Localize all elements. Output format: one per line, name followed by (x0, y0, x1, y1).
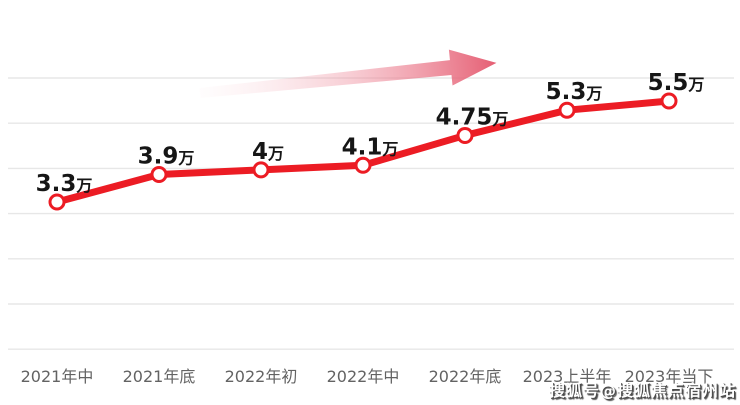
x-axis-label: 2022年初 (225, 367, 298, 386)
data-point-marker (456, 126, 474, 144)
x-axis-label: 2022年底 (429, 367, 502, 386)
trend-arrow (199, 49, 497, 98)
gridlines (8, 77, 734, 350)
x-axis-label: 2023上半年 (523, 367, 612, 386)
data-point-marker (354, 156, 372, 174)
x-axis-label: 2021年底 (123, 367, 196, 386)
data-point-marker (48, 193, 66, 211)
data-point-label: 4.75万 (436, 104, 509, 130)
data-point-marker (558, 101, 576, 119)
data-point-marker (252, 161, 270, 179)
point-labels: 3.3万 3.9万 4万 4.1万 4.75万 5.3万 5.5万 (36, 70, 705, 197)
line-series (48, 92, 678, 211)
data-point-label: 4.1万 (342, 134, 399, 160)
data-point-label: 3.3万 (36, 171, 93, 197)
x-axis-label: 2021年中 (21, 367, 94, 386)
x-axis-label: 2022年中 (327, 367, 400, 386)
data-point-label: 5.5万 (648, 70, 705, 96)
data-point-marker (150, 165, 168, 183)
data-point-label: 5.3万 (546, 79, 603, 105)
data-point-label: 3.9万 (138, 143, 195, 169)
x-axis-label: 2023年当下 (625, 367, 714, 386)
data-point-label: 4万 (252, 139, 284, 165)
x-axis-labels: 2021年中 2021年底 2022年初 2022年中 2022年底 2023上半年 202… (21, 367, 714, 386)
data-point-marker (660, 92, 678, 110)
